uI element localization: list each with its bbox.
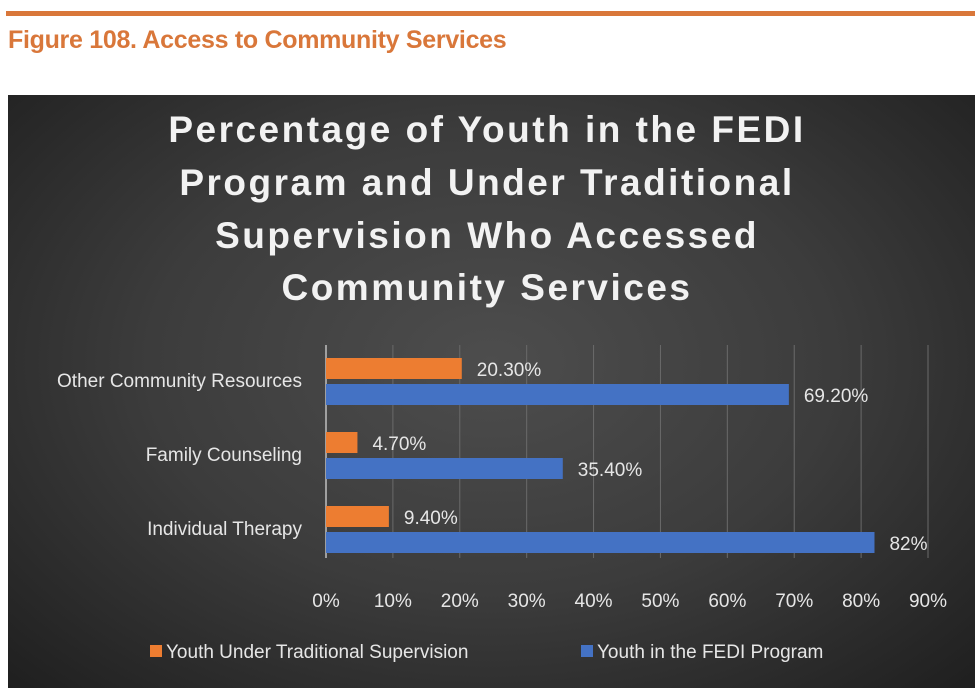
data-label: 20.30%	[477, 360, 542, 381]
chart-title-line: Community Services	[281, 267, 692, 308]
bar-fedi	[326, 458, 563, 479]
bar-fedi	[326, 384, 789, 405]
data-label: 82%	[889, 534, 927, 555]
x-tick-label: 30%	[508, 591, 546, 612]
x-tick-label: 0%	[312, 591, 340, 612]
x-tick-label: 10%	[374, 591, 412, 612]
bar-traditional	[326, 506, 389, 527]
legend-label: Youth Under Traditional Supervision	[166, 642, 468, 663]
legend-label: Youth in the FEDI Program	[597, 642, 823, 663]
legend-swatch	[150, 645, 162, 657]
category-label: Individual Therapy	[147, 519, 302, 540]
header-rule	[6, 11, 975, 16]
legend-swatch	[581, 645, 593, 657]
chart-title-line: Program and Under Traditional	[179, 162, 794, 203]
category-label: Family Counseling	[146, 445, 302, 466]
category-label: Other Community Resources	[57, 371, 302, 392]
x-tick-label: 90%	[909, 591, 947, 612]
data-label: 35.40%	[578, 460, 643, 481]
x-tick-label: 80%	[842, 591, 880, 612]
data-label: 9.40%	[404, 508, 458, 529]
x-tick-label: 50%	[641, 591, 679, 612]
chart-panel: Percentage of Youth in the FEDI Program a…	[8, 95, 975, 688]
figure-title: Figure 108. Access to Community Services	[8, 26, 507, 54]
x-tick-label: 40%	[575, 591, 613, 612]
data-label: 69.20%	[804, 386, 869, 407]
bar-traditional	[326, 358, 462, 379]
x-tick-label: 20%	[441, 591, 479, 612]
bar-traditional	[326, 432, 358, 453]
chart-title-line: Percentage of Youth in the FEDI	[168, 109, 805, 150]
bar-fedi	[326, 532, 875, 553]
data-label: 4.70%	[372, 434, 426, 455]
chart-title-line: Supervision Who Accessed	[215, 215, 759, 256]
x-tick-label: 60%	[708, 591, 746, 612]
x-tick-label: 70%	[775, 591, 813, 612]
bar-chart: Percentage of Youth in the FEDI Program a…	[57, 109, 947, 663]
